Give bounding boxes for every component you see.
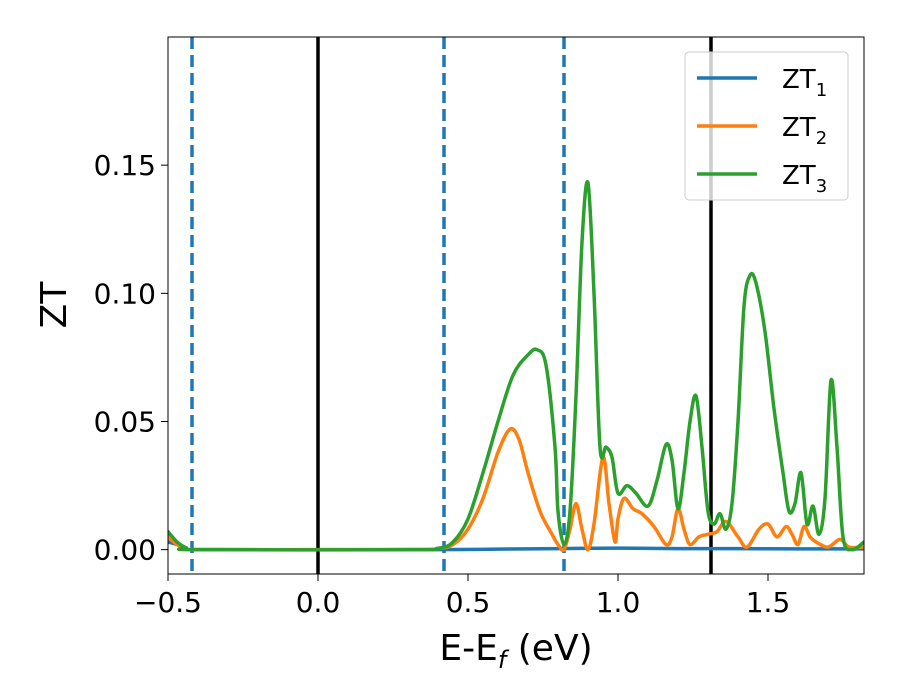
x-tick-label: −0.5 xyxy=(134,586,202,619)
x-tick-label: 1.5 xyxy=(746,586,791,619)
legend-label-main: ZT xyxy=(782,161,816,191)
x-tick-label: 0.5 xyxy=(446,586,491,619)
x-tick-label: 1.0 xyxy=(596,586,641,619)
x-axis-ticks: −0.5 0.0 0.5 1.0 1.5 xyxy=(134,574,790,619)
plot-frame xyxy=(167,36,865,575)
y-tick-label: 0.10 xyxy=(94,277,156,310)
x-axis-title: E-Ef (eV) xyxy=(439,628,592,674)
legend-label-main: ZT xyxy=(782,65,816,95)
legend-label-zt1: ZT1 xyxy=(782,65,827,101)
legend-label-subscript: 3 xyxy=(816,176,827,197)
y-axis-title: ZT xyxy=(34,281,75,329)
legend-label-zt2: ZT2 xyxy=(782,113,827,149)
series-line-zt2 xyxy=(168,426,864,553)
legend-label-subscript: 1 xyxy=(816,80,827,101)
y-tick-label: 0.00 xyxy=(94,534,156,567)
x-tick-label: 0.0 xyxy=(296,586,341,619)
legend-frame xyxy=(684,51,849,201)
legend-label-subscript: 2 xyxy=(816,128,827,149)
series-layer xyxy=(168,179,864,553)
y-tick-label: 0.15 xyxy=(94,149,156,182)
x-axis-title-main: E-E xyxy=(439,628,497,669)
y-axis-ticks: 0.00 0.05 0.10 0.15 xyxy=(94,149,168,567)
y-tick-label: 0.05 xyxy=(94,405,156,438)
series-line-zt3 xyxy=(168,179,864,552)
legend-label-zt3: ZT3 xyxy=(782,161,827,197)
legend-label-main: ZT xyxy=(782,113,816,143)
x-axis-title-unit: (eV) xyxy=(506,628,592,669)
